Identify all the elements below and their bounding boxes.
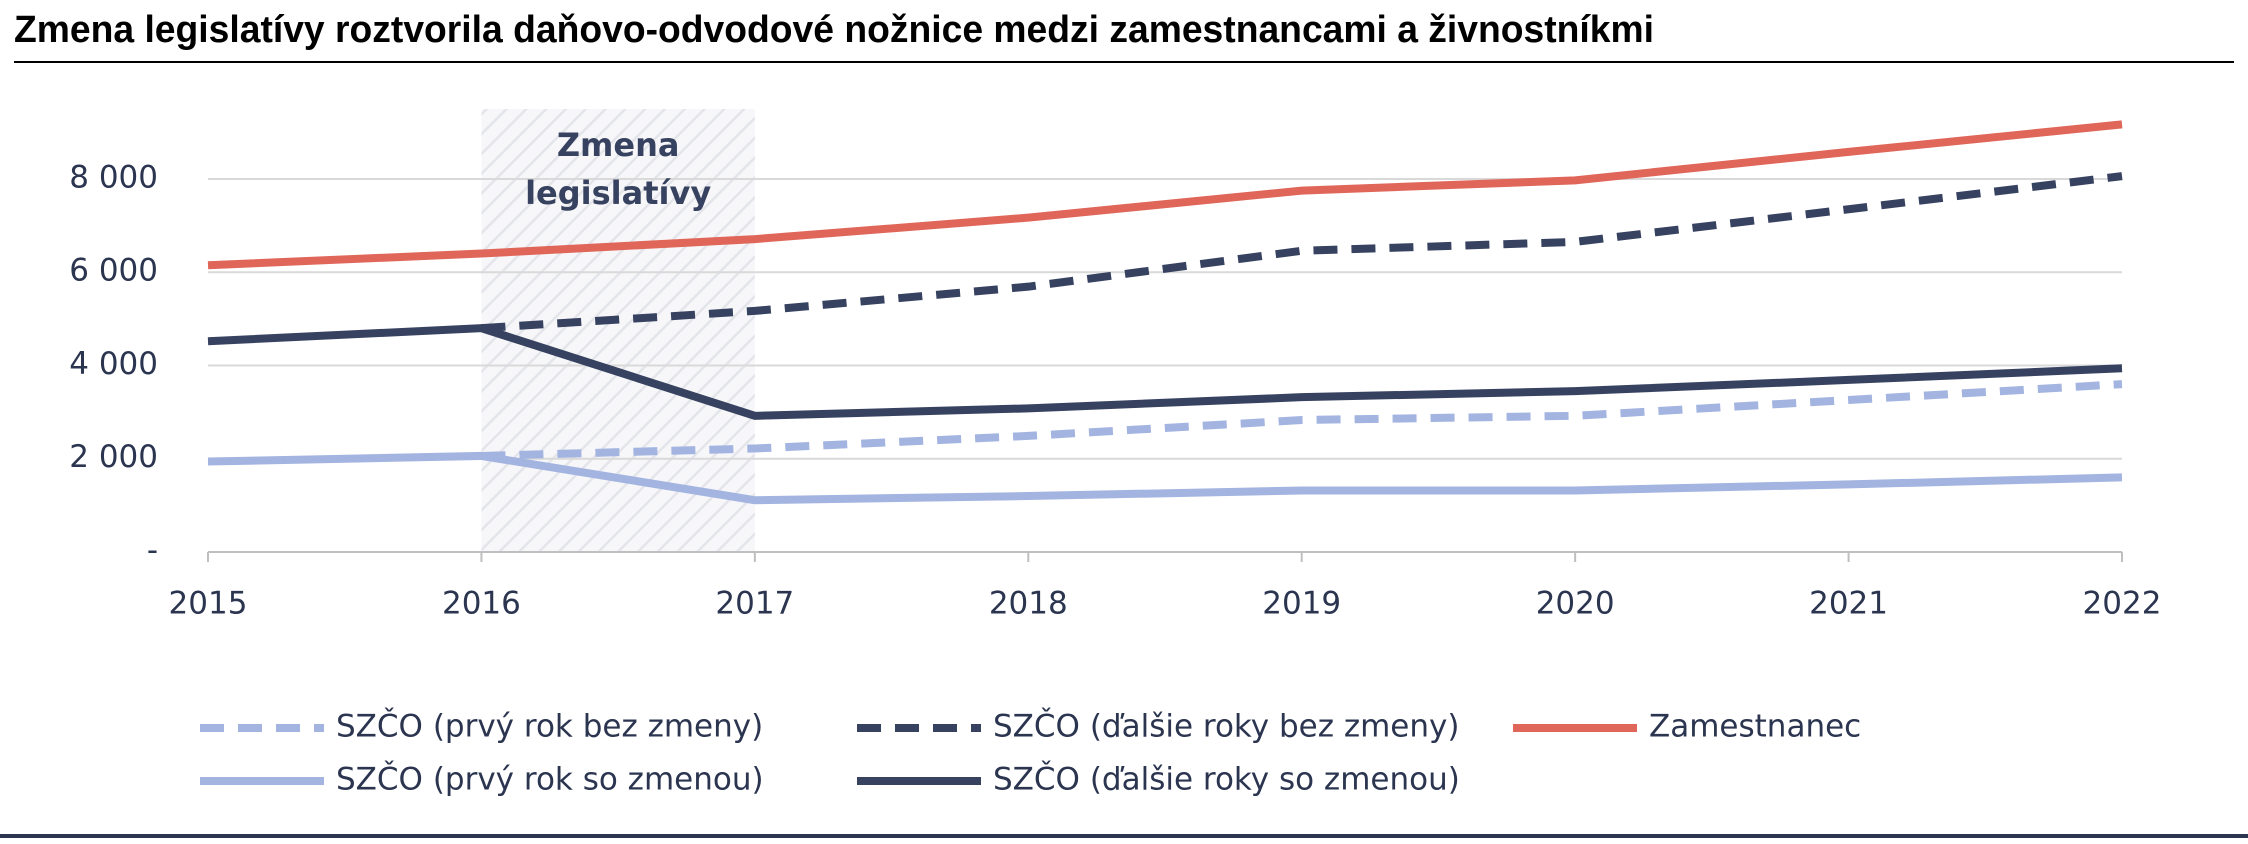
x-tick-label: 2018 xyxy=(989,586,1068,622)
series-line xyxy=(207,451,2123,505)
chart-title: Zmena legislatívy roztvorila daňovo-odvo… xyxy=(14,9,1654,51)
legend-label: SZČO (ďalšie roky bez zmeny) xyxy=(993,708,1459,745)
y-tick-label: 6 000 xyxy=(69,253,158,289)
series-line xyxy=(207,120,2123,270)
y-tick-label: 2 000 xyxy=(69,439,158,475)
x-tick-label: 2016 xyxy=(442,586,521,622)
y-tick-label: 8 000 xyxy=(69,159,158,195)
x-tick-label: 2022 xyxy=(2083,586,2162,622)
legend-label: SZČO (prvý rok bez zmeny) xyxy=(336,708,763,745)
series-line xyxy=(481,172,2123,333)
x-tick-label: 2017 xyxy=(715,586,794,622)
x-tick-label: 2015 xyxy=(169,586,248,622)
annotation: Zmena legislatívy xyxy=(525,126,712,212)
y-tick-label: - xyxy=(147,533,158,569)
legend-label: Zamestnanec xyxy=(1649,709,1861,745)
legend-label: SZČO (ďalšie roky so zmenou) xyxy=(993,761,1460,798)
x-tick-label: 2021 xyxy=(1809,586,1888,622)
legend-label: SZČO (prvý rok so zmenou) xyxy=(336,761,764,798)
y-tick-label: 4 000 xyxy=(69,346,158,382)
x-tick-label: 2019 xyxy=(1262,586,1341,622)
series-line xyxy=(207,324,2123,420)
x-tick-label: 2020 xyxy=(1536,586,1615,622)
series-line xyxy=(481,380,2123,460)
